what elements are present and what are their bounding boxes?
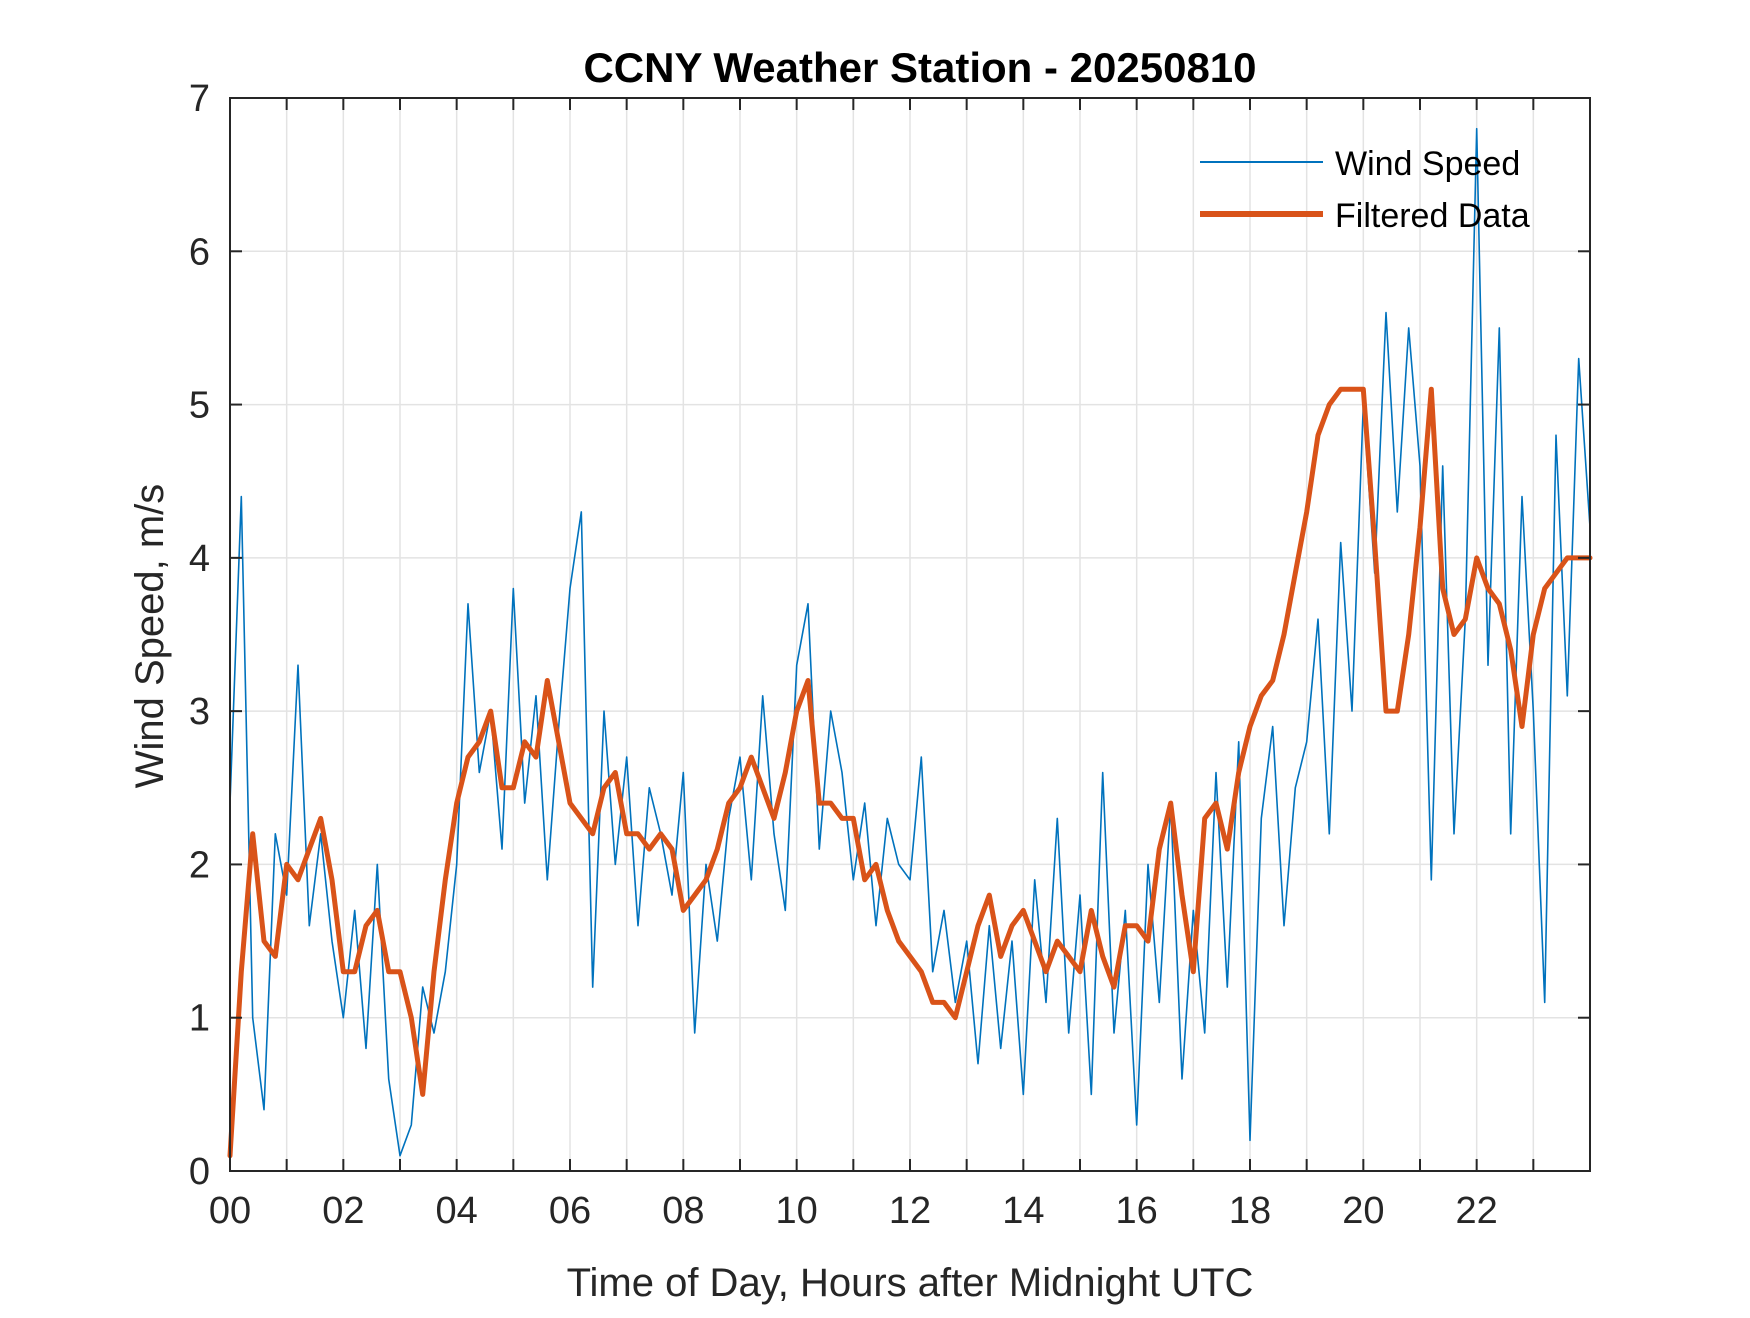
filtered-data-line <box>227 386 1593 1159</box>
y-tick-label: 1 <box>189 998 210 1040</box>
x-tick-label: 16 <box>1116 1190 1158 1232</box>
y-tick-label: 6 <box>189 231 210 273</box>
y-tick-label: 5 <box>189 385 210 427</box>
x-tick-label: 10 <box>776 1190 818 1232</box>
x-tick-label: 12 <box>889 1190 931 1232</box>
series-layer <box>227 127 1593 1159</box>
y-tick-label: 0 <box>189 1151 210 1193</box>
x-tick-label: 06 <box>549 1190 591 1232</box>
chart-title: CCNY Weather Station - 20250810 <box>583 44 1256 91</box>
x-tick-label: 20 <box>1342 1190 1384 1232</box>
grid-lines <box>230 98 1590 1171</box>
x-tick-label: 08 <box>662 1190 704 1232</box>
y-axis-label: Wind Speed, m/s <box>128 484 172 789</box>
x-tick-label: 02 <box>322 1190 364 1232</box>
y-tick-label: 4 <box>189 538 210 580</box>
legend-label-filtered-data: Filtered Data <box>1335 197 1530 235</box>
y-tick-label: 7 <box>189 78 210 120</box>
x-tick-label: 18 <box>1229 1190 1271 1232</box>
x-axis-label: Time of Day, Hours after Midnight UTC <box>567 1261 1254 1305</box>
plot-frame <box>229 97 1591 1172</box>
legend: Wind Speed Filtered Data <box>1200 145 1530 235</box>
x-tick-label: 04 <box>436 1190 478 1232</box>
x-tick-label: 14 <box>1002 1190 1044 1232</box>
legend-label-wind-speed: Wind Speed <box>1335 145 1520 183</box>
y-tick-label: 3 <box>189 691 210 733</box>
x-tick-label: 00 <box>209 1190 251 1232</box>
x-tick-label: 22 <box>1456 1190 1498 1232</box>
y-tick-label: 2 <box>189 844 210 886</box>
